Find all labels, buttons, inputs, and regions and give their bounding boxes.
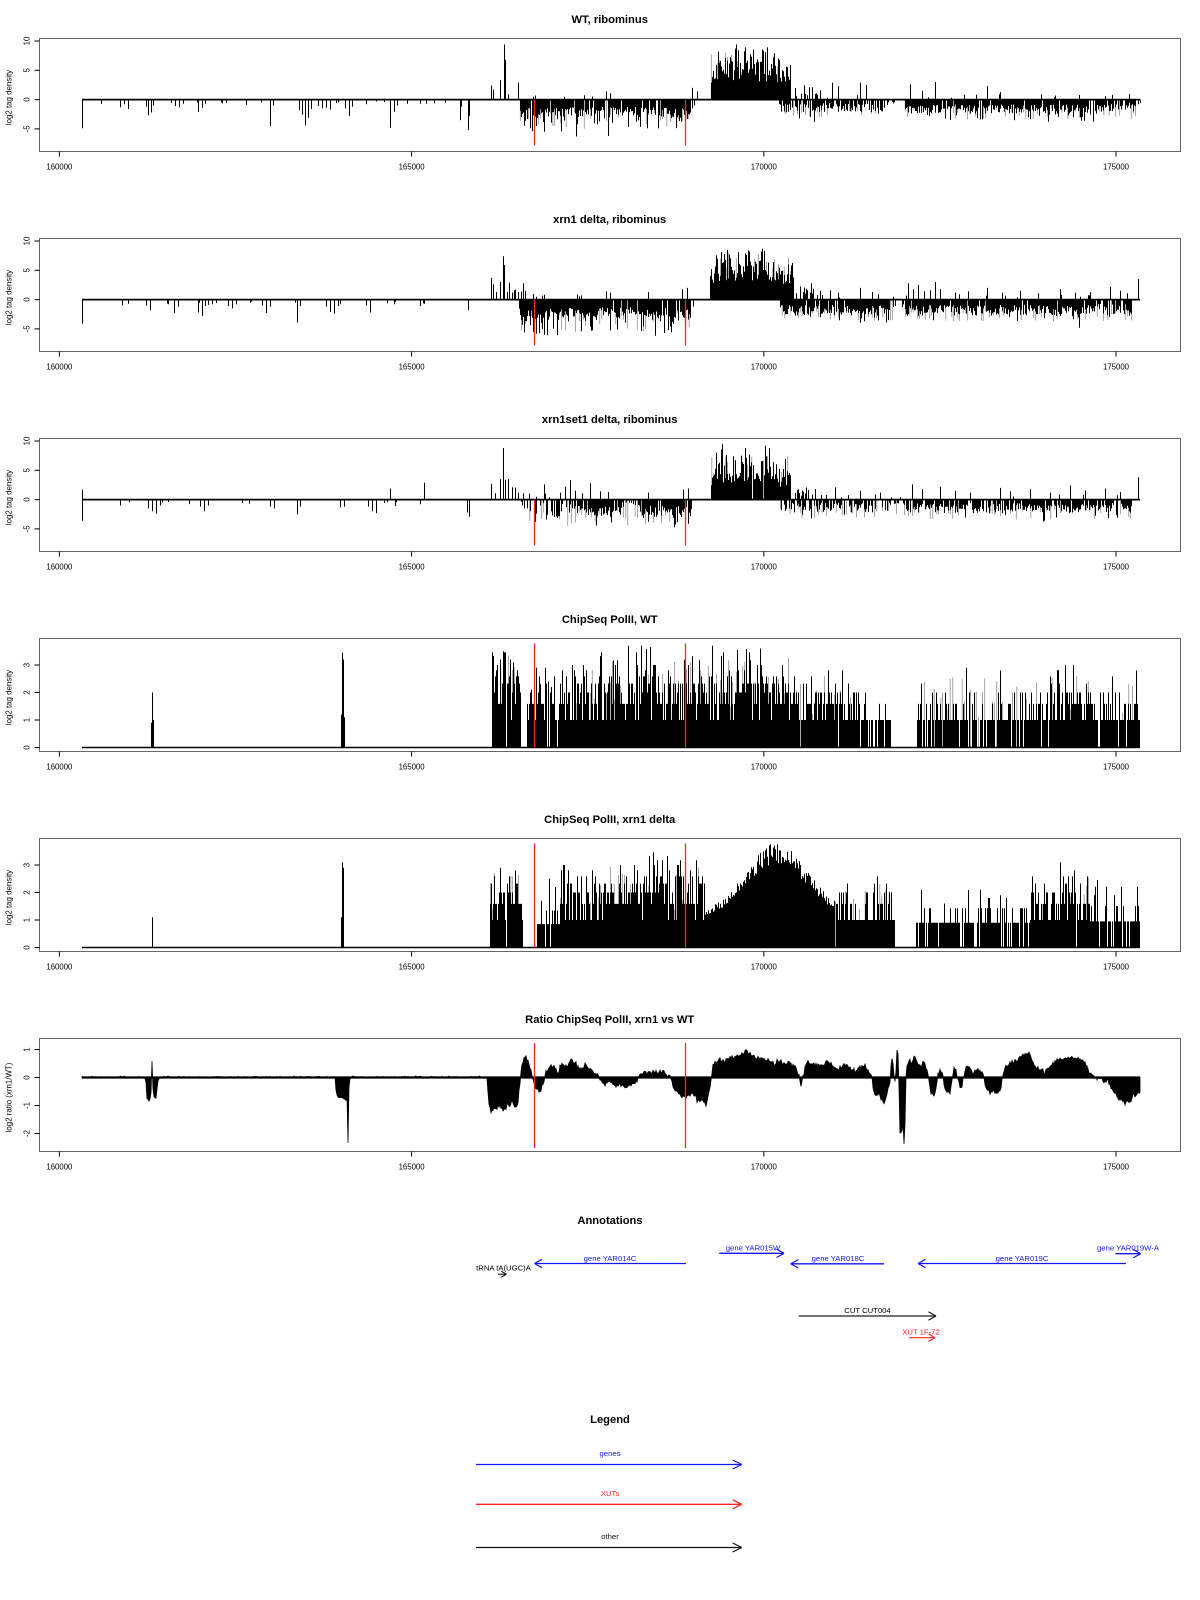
svg-text:1: 1 [23,1047,32,1051]
svg-text:2: 2 [23,890,32,894]
svg-text:160000: 160000 [46,163,73,172]
svg-text:log2 tag density: log2 tag density [5,70,14,125]
svg-text:log2 tag density: log2 tag density [5,670,14,725]
svg-text:10: 10 [23,36,32,45]
svg-text:0: 0 [23,1075,32,1080]
svg-text:3: 3 [23,862,32,867]
svg-text:175000: 175000 [1103,763,1130,772]
svg-text:170000: 170000 [751,363,778,372]
svg-text:Legend: Legend [590,1414,630,1426]
svg-text:10: 10 [23,236,32,245]
svg-text:165000: 165000 [399,363,426,372]
svg-text:xrn1 delta, ribominus: xrn1 delta, ribominus [553,214,666,226]
svg-text:170000: 170000 [751,963,778,972]
svg-text:Ratio ChipSeq PolII, xrn1 vs W: Ratio ChipSeq PolII, xrn1 vs WT [525,1014,694,1026]
svg-text:165000: 165000 [399,1163,426,1172]
svg-text:160000: 160000 [46,963,73,972]
svg-text:gene YAR015W: gene YAR015W [726,1244,781,1253]
svg-text:165000: 165000 [399,563,426,572]
svg-text:gene YAR014C: gene YAR014C [584,1254,637,1263]
svg-text:xrn1set1 delta, ribominus: xrn1set1 delta, ribominus [542,414,678,426]
svg-text:-5: -5 [23,125,32,133]
svg-text:175000: 175000 [1103,163,1130,172]
svg-text:log2 tag density: log2 tag density [5,270,14,325]
svg-text:log2 ratio (xrn1/WT): log2 ratio (xrn1/WT) [5,1062,14,1132]
svg-text:3: 3 [23,662,32,667]
svg-text:0: 0 [23,497,32,502]
svg-text:0: 0 [23,745,32,750]
svg-text:5: 5 [23,467,32,472]
svg-text:CUT CUT004: CUT CUT004 [844,1306,891,1315]
svg-text:0: 0 [23,945,32,950]
svg-text:gene YAR019W-A: gene YAR019W-A [1097,1244,1160,1253]
svg-text:160000: 160000 [46,363,73,372]
svg-text:genes: genes [600,1449,621,1458]
svg-text:ChipSeq PolII, WT: ChipSeq PolII, WT [562,614,658,626]
svg-text:XUTs: XUTs [601,1489,620,1498]
svg-text:170000: 170000 [751,1163,778,1172]
svg-text:170000: 170000 [751,563,778,572]
svg-text:5: 5 [23,267,32,272]
svg-text:160000: 160000 [46,1163,73,1172]
svg-text:0: 0 [23,97,32,102]
svg-text:XUT 1F-72: XUT 1F-72 [902,1328,939,1337]
svg-text:160000: 160000 [46,563,73,572]
svg-text:175000: 175000 [1103,363,1130,372]
svg-text:-5: -5 [23,325,32,333]
svg-text:5: 5 [23,67,32,72]
svg-text:Annotations: Annotations [577,1215,642,1227]
svg-text:WT, ribominus: WT, ribominus [571,14,647,26]
svg-text:-1: -1 [23,1102,32,1109]
svg-text:other: other [601,1532,619,1541]
svg-text:10: 10 [23,436,32,445]
svg-text:175000: 175000 [1103,1163,1130,1172]
svg-text:log2 tag density: log2 tag density [5,470,14,525]
svg-text:2: 2 [23,690,32,694]
svg-text:-2: -2 [23,1130,32,1137]
svg-text:170000: 170000 [751,163,778,172]
svg-text:gene YAR019C: gene YAR019C [996,1254,1049,1263]
svg-text:175000: 175000 [1103,563,1130,572]
svg-text:165000: 165000 [399,163,426,172]
svg-text:1: 1 [23,718,32,722]
svg-text:ChipSeq PolII, xrn1 delta: ChipSeq PolII, xrn1 delta [544,814,676,826]
svg-text:log2 tag density: log2 tag density [5,870,14,925]
svg-text:gene YAR018C: gene YAR018C [812,1254,865,1263]
svg-text:tRNA tA(UGC)A: tRNA tA(UGC)A [476,1263,532,1272]
svg-text:165000: 165000 [399,963,426,972]
svg-text:-5: -5 [23,525,32,533]
svg-text:175000: 175000 [1103,963,1130,972]
svg-text:170000: 170000 [751,763,778,772]
svg-text:160000: 160000 [46,763,73,772]
svg-text:1: 1 [23,918,32,922]
svg-text:165000: 165000 [399,763,426,772]
svg-text:0: 0 [23,297,32,302]
